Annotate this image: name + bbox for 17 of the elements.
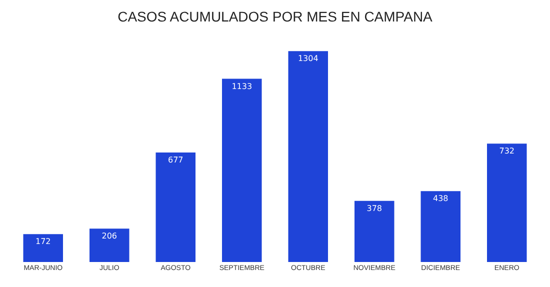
bar	[156, 152, 196, 262]
data-label: 206	[102, 232, 118, 241]
data-label: 438	[432, 194, 448, 204]
bar	[288, 51, 328, 262]
bar	[90, 228, 130, 262]
data-label: 378	[366, 204, 382, 213]
data-label: 1304	[298, 54, 318, 64]
bar	[222, 78, 262, 262]
data-label: 677	[168, 156, 184, 165]
bar	[354, 200, 394, 262]
data-label: 172	[35, 237, 51, 246]
chart-title: CASOS ACUMULADOS POR MES EN CAMPANA	[118, 8, 434, 24]
data-label: 1133	[232, 82, 252, 91]
bar	[487, 144, 527, 262]
data-label: 732	[499, 146, 515, 156]
bar	[420, 191, 460, 262]
bar	[23, 234, 63, 262]
